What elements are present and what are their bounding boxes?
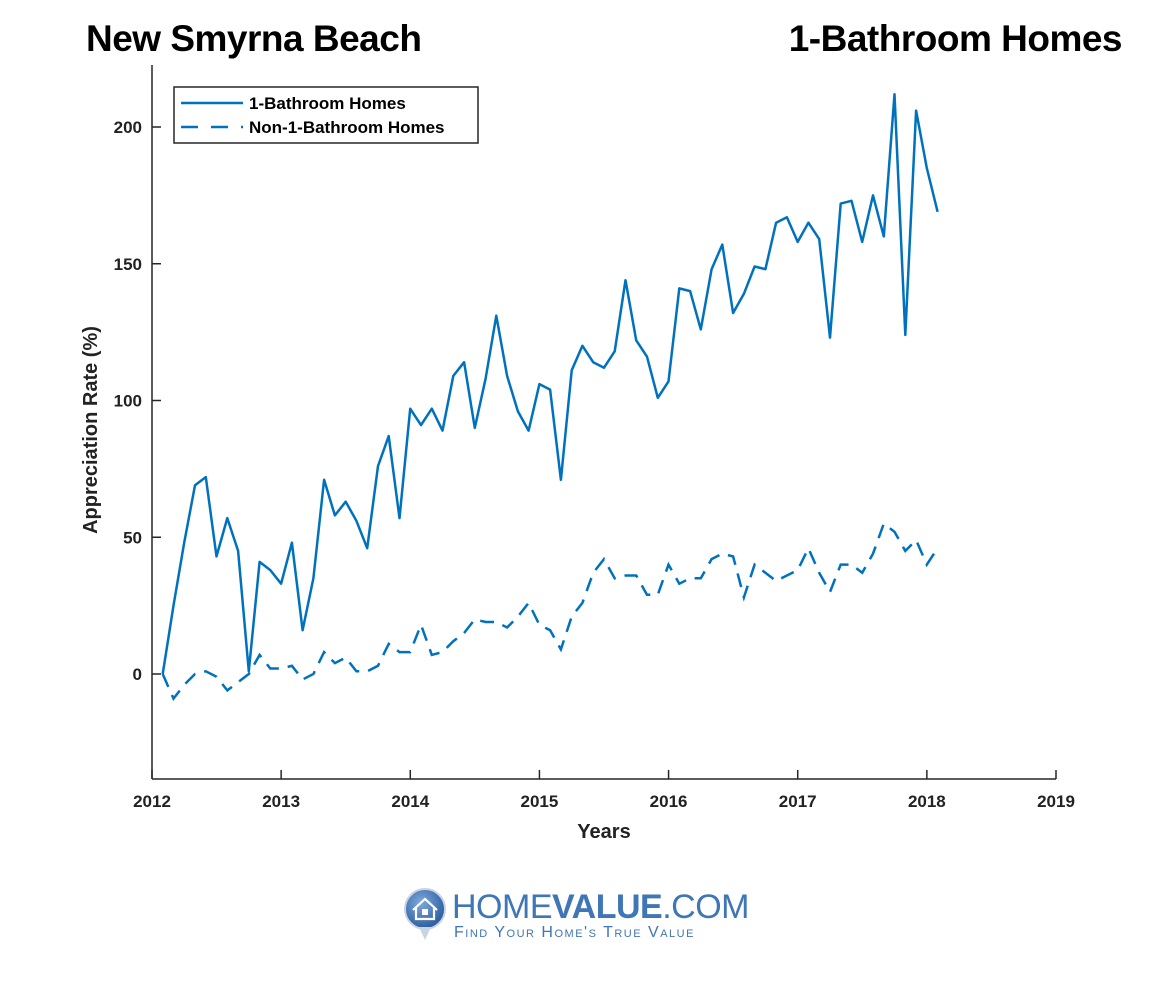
y-tick-label: 100	[114, 392, 142, 411]
x-tick-label: 2014	[391, 792, 429, 811]
y-tick-label: 150	[114, 255, 142, 274]
logo-wordmark: HOMEVALUE.COM	[452, 888, 749, 926]
house-pin-icon	[404, 888, 446, 940]
y-axis-label: Appreciation Rate (%)	[80, 326, 102, 534]
y-tick-label: 200	[114, 118, 142, 137]
x-tick-label: 2018	[908, 792, 946, 811]
chart-plot: 2012 2013 2014 2015 2016 2017 2018 2019 0 50 100 15…	[80, 65, 1075, 843]
axes: 2012 2013 2014 2015 2016 2017 2018 2019 0 50 100 15…	[114, 65, 1075, 811]
x-tick-label: 2012	[133, 792, 171, 811]
y-tick-label: 50	[123, 528, 142, 547]
x-tick-label: 2015	[521, 792, 559, 811]
x-axis-label: Years	[577, 821, 630, 843]
x-tick-label: 2016	[650, 792, 688, 811]
y-tick-label: 0	[133, 665, 142, 684]
homevalue-logo[interactable]: HOMEVALUE.COM Find Your Home's True Valu…	[402, 888, 752, 948]
logo-tagline: Find Your Home's True Value	[454, 924, 695, 941]
series-non-1-bathroom-line	[161, 521, 939, 702]
series-1-bathroom-line	[161, 92, 939, 675]
x-tick-label: 2019	[1037, 792, 1075, 811]
chart-title: 1-Bathroom Homes	[788, 18, 1123, 59]
x-tick-label: 2013	[262, 792, 300, 811]
legend: 1-Bathroom Homes Non-1-Bathroom Homes	[173, 86, 479, 144]
x-tick-label: 2017	[779, 792, 817, 811]
location-title: New Smyrna Beach	[86, 18, 422, 59]
legend-label-dashed: Non-1-Bathroom Homes	[249, 118, 445, 137]
legend-label-solid: 1-Bathroom Homes	[249, 94, 406, 113]
